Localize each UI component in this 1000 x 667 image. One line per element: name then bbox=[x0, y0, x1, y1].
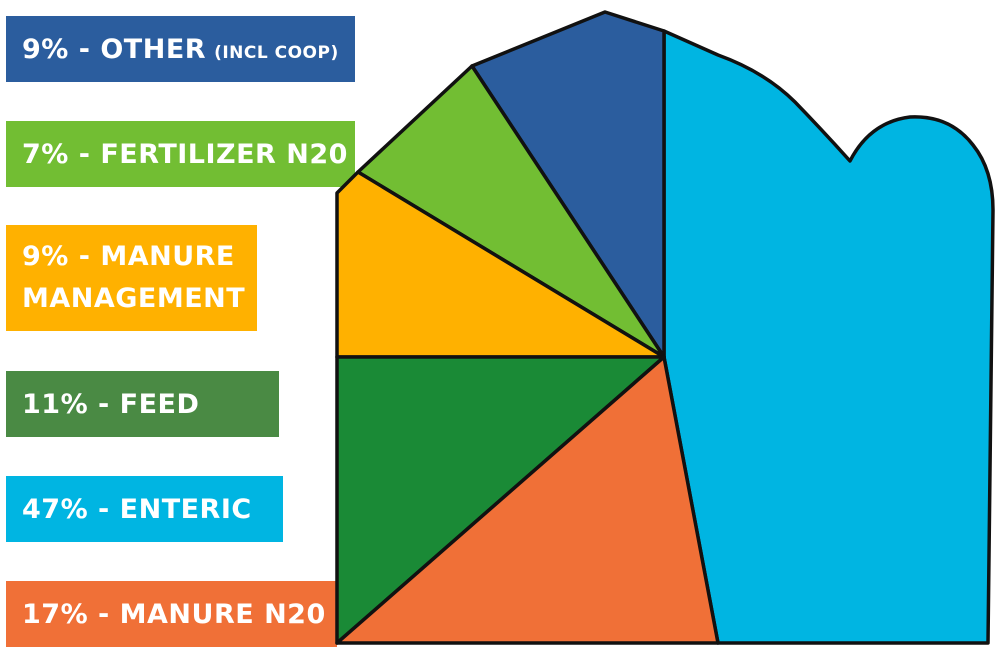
legend-feed-text: 11% - FEED bbox=[22, 388, 200, 420]
legend-enteric-text: 47% - ENTERIC bbox=[22, 493, 252, 525]
legend-label-manure-management: 9% - MANURE MANAGEMENT bbox=[6, 225, 257, 331]
legend-manure-management-line1: 9% - MANURE bbox=[22, 241, 235, 272]
legend-label-enteric: 47% - ENTERIC bbox=[6, 476, 283, 542]
slice-enteric bbox=[662, 29, 995, 645]
legend-label-manure-n20: 17% - MANURE N20 bbox=[6, 581, 337, 647]
legend-manure-management-line2: MANAGEMENT bbox=[22, 283, 246, 314]
slice-manure-n20 bbox=[335, 355, 720, 645]
legend-label-feed: 11% - FEED bbox=[6, 371, 279, 437]
legend-manure-n20-text: 17% - MANURE N20 bbox=[22, 598, 326, 630]
legend-label-fertilizer-n20: 7% - FERTILIZER N20 bbox=[6, 121, 355, 187]
legend-fertilizer-text: 7% - FERTILIZER N20 bbox=[22, 138, 348, 170]
legend-other-text: 9% - OTHER (INCL COOP) bbox=[22, 33, 339, 65]
legend-label-other: 9% - OTHER (INCL COOP) bbox=[6, 16, 355, 82]
